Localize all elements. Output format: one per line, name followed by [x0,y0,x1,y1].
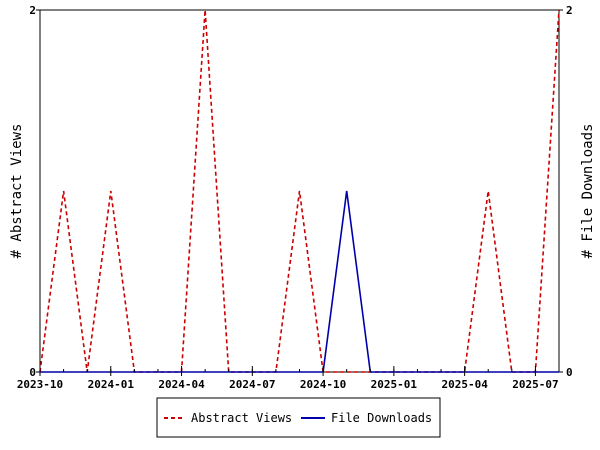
x-tick-label: 2024-10 [300,378,346,391]
x-tick-label: 2023-10 [17,378,63,391]
legend: Abstract Views File Downloads [156,397,441,438]
y-left-tick-label: 0 [29,366,36,379]
axis-layer: 2023-10 2024-01 2024-04 2024-07 2024-10 2025-… [17,4,573,391]
legend-label-file-downloads: File Downloads [331,411,432,425]
left-axis-title: # Abstract Views [9,124,25,259]
series-line-abstract-views [39,9,560,373]
y-right-tick-label: 2 [566,4,573,17]
x-tick-label: 2024-04 [158,378,205,391]
legend-label-abstract-views: Abstract Views [191,411,292,425]
y-left-tick-label: 2 [29,4,36,17]
x-tick-label: 2024-07 [229,378,275,391]
x-tick-label: 2025-07 [512,378,558,391]
x-tick-label: 2025-04 [441,378,488,391]
legend-box [156,397,441,438]
right-axis-title: # File Downloads [580,124,596,259]
x-tick-label: 2024-01 [88,378,135,391]
x-tick-label: 2025-01 [371,378,418,391]
y-right-tick-label: 0 [566,366,573,379]
